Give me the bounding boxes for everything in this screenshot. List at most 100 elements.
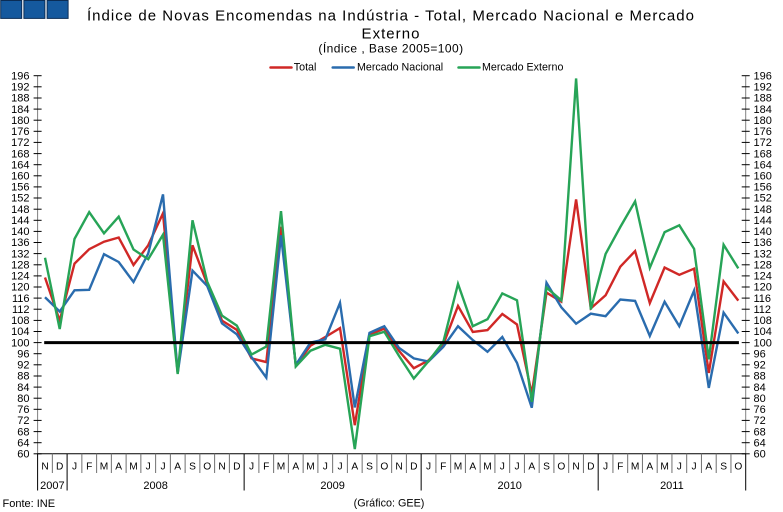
svg-text:2011: 2011: [660, 480, 684, 492]
svg-text:92: 92: [17, 360, 29, 372]
svg-text:60: 60: [17, 449, 29, 461]
svg-text:S: S: [720, 462, 727, 473]
svg-text:Índice de Novas Encomendas na: Índice de Novas Encomendas na Indústria …: [87, 7, 695, 24]
svg-text:2010: 2010: [497, 480, 521, 492]
svg-text:M: M: [277, 462, 286, 473]
svg-text:60: 60: [754, 449, 766, 461]
svg-text:184: 184: [11, 104, 29, 116]
svg-text:72: 72: [17, 415, 29, 427]
svg-text:A: A: [469, 462, 476, 473]
svg-text:J: J: [72, 462, 77, 473]
svg-text:M: M: [100, 462, 109, 473]
svg-text:124: 124: [11, 271, 29, 283]
svg-text:N: N: [41, 462, 48, 473]
svg-text:76: 76: [754, 404, 766, 416]
svg-text:136: 136: [11, 237, 29, 249]
svg-text:J: J: [323, 462, 328, 473]
svg-text:64: 64: [17, 437, 29, 449]
svg-text:192: 192: [11, 82, 29, 94]
svg-text:188: 188: [754, 93, 772, 105]
svg-text:180: 180: [11, 115, 29, 127]
svg-text:176: 176: [754, 126, 772, 138]
svg-text:D: D: [410, 462, 417, 473]
svg-text:J: J: [514, 462, 519, 473]
svg-text:F: F: [263, 462, 269, 473]
svg-text:168: 168: [11, 148, 29, 160]
svg-text:100: 100: [754, 337, 772, 349]
svg-text:128: 128: [754, 260, 772, 272]
svg-text:160: 160: [11, 171, 29, 183]
svg-text:156: 156: [754, 182, 772, 194]
svg-text:S: S: [366, 462, 373, 473]
svg-text:168: 168: [754, 148, 772, 160]
svg-text:192: 192: [754, 82, 772, 94]
svg-text:J: J: [500, 462, 505, 473]
svg-text:196: 196: [754, 70, 772, 82]
svg-text:O: O: [203, 462, 211, 473]
svg-text:J: J: [603, 462, 608, 473]
svg-text:J: J: [677, 462, 682, 473]
svg-text:88: 88: [754, 371, 766, 383]
svg-text:108: 108: [754, 315, 772, 327]
svg-text:M: M: [660, 462, 669, 473]
svg-text:Fonte: INE: Fonte: INE: [3, 498, 56, 510]
svg-text:88: 88: [17, 371, 29, 383]
svg-text:2007: 2007: [40, 480, 64, 492]
svg-text:Total: Total: [294, 62, 317, 74]
svg-text:184: 184: [754, 104, 772, 116]
svg-text:N: N: [572, 462, 579, 473]
svg-text:N: N: [395, 462, 402, 473]
svg-text:A: A: [115, 462, 122, 473]
svg-text:M: M: [454, 462, 463, 473]
svg-text:128: 128: [11, 260, 29, 272]
svg-text:112: 112: [754, 304, 772, 316]
svg-text:80: 80: [754, 393, 766, 405]
svg-text:188: 188: [11, 93, 29, 105]
svg-text:180: 180: [754, 115, 772, 127]
svg-text:164: 164: [11, 159, 29, 171]
svg-text:F: F: [86, 462, 92, 473]
svg-text:84: 84: [17, 382, 29, 394]
svg-text:68: 68: [17, 426, 29, 438]
svg-text:J: J: [426, 462, 431, 473]
svg-text:2008: 2008: [143, 480, 167, 492]
svg-text:M: M: [631, 462, 640, 473]
svg-text:196: 196: [11, 70, 29, 82]
svg-text:116: 116: [12, 293, 30, 305]
svg-text:J: J: [160, 462, 165, 473]
svg-text:112: 112: [12, 304, 30, 316]
svg-text:140: 140: [11, 226, 29, 238]
svg-text:Mercado Externo: Mercado Externo: [482, 62, 563, 74]
svg-text:Mercado Nacional: Mercado Nacional: [357, 62, 443, 74]
svg-text:M: M: [129, 462, 138, 473]
svg-text:160: 160: [754, 171, 772, 183]
svg-text:F: F: [440, 462, 446, 473]
svg-text:176: 176: [11, 126, 29, 138]
svg-text:J: J: [337, 462, 342, 473]
svg-text:J: J: [249, 462, 254, 473]
svg-text:M: M: [483, 462, 492, 473]
svg-text:S: S: [189, 462, 196, 473]
svg-text:68: 68: [754, 426, 766, 438]
svg-text:132: 132: [11, 248, 29, 260]
svg-text:148: 148: [11, 204, 29, 216]
svg-text:A: A: [292, 462, 299, 473]
svg-text:172: 172: [754, 137, 772, 149]
svg-text:96: 96: [17, 348, 29, 360]
svg-text:132: 132: [754, 248, 772, 260]
svg-text:(Gráfico: GEE): (Gráfico: GEE): [354, 498, 425, 510]
svg-text:O: O: [734, 462, 742, 473]
svg-text:O: O: [557, 462, 565, 473]
svg-text:172: 172: [11, 137, 29, 149]
svg-text:S: S: [543, 462, 550, 473]
svg-text:A: A: [528, 462, 535, 473]
svg-text:J: J: [146, 462, 151, 473]
svg-text:76: 76: [17, 404, 29, 416]
svg-text:140: 140: [754, 226, 772, 238]
svg-text:F: F: [617, 462, 623, 473]
svg-text:N: N: [218, 462, 225, 473]
svg-text:144: 144: [754, 215, 772, 227]
svg-text:120: 120: [754, 282, 772, 294]
svg-text:152: 152: [11, 193, 29, 205]
svg-text:A: A: [351, 462, 358, 473]
